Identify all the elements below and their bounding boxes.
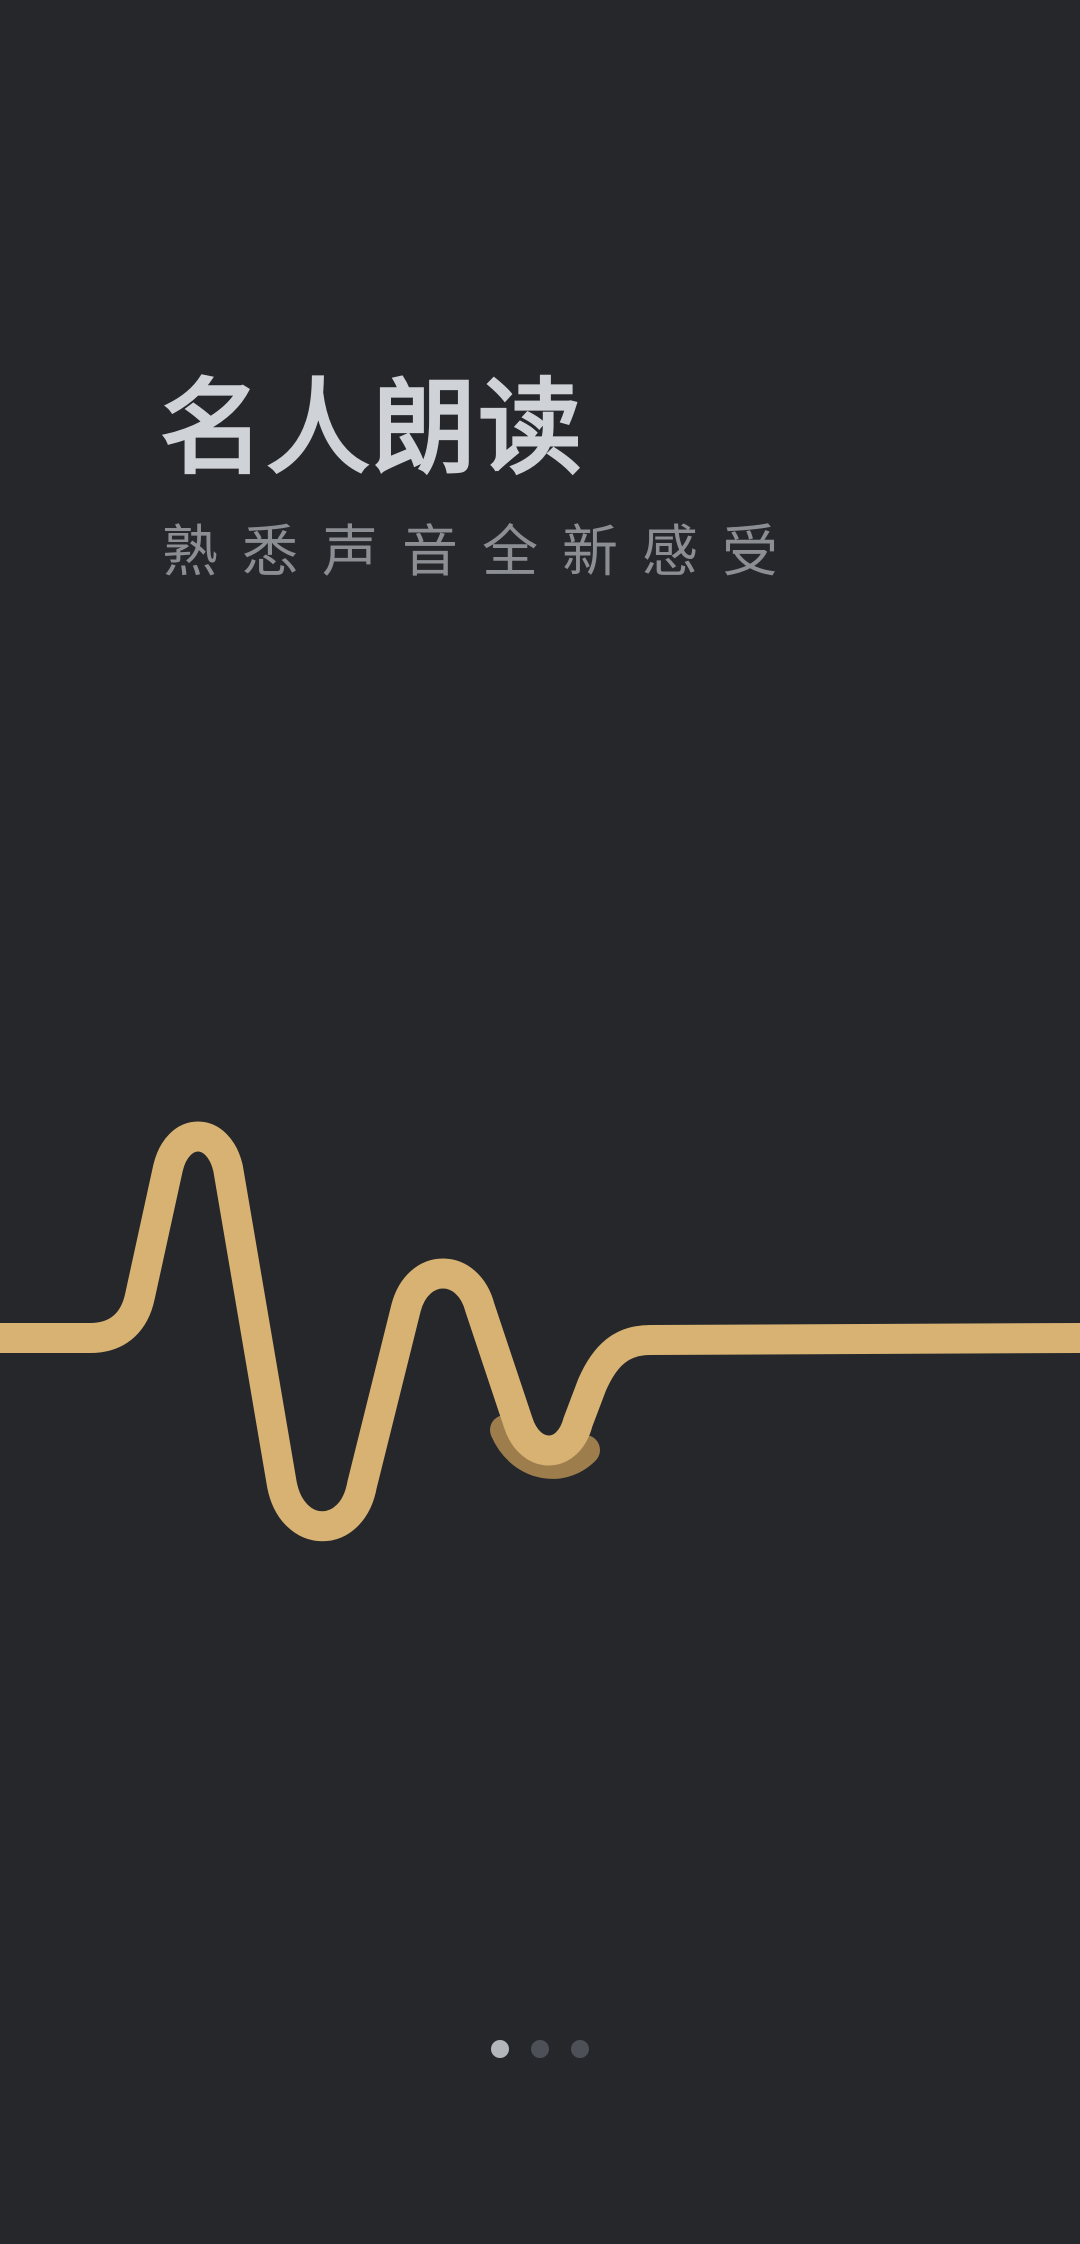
page-title: 名人朗读 <box>160 366 585 489</box>
page-dot-3[interactable] <box>571 2040 589 2058</box>
sound-wave-icon <box>0 1121 1080 1542</box>
page-dot-1[interactable] <box>491 2040 509 2058</box>
page-dot-2[interactable] <box>531 2040 549 2058</box>
page-indicator <box>0 2040 1080 2058</box>
wave-line <box>0 1121 1080 1542</box>
page-subtitle: 熟悉声音全新感受 <box>162 520 802 585</box>
